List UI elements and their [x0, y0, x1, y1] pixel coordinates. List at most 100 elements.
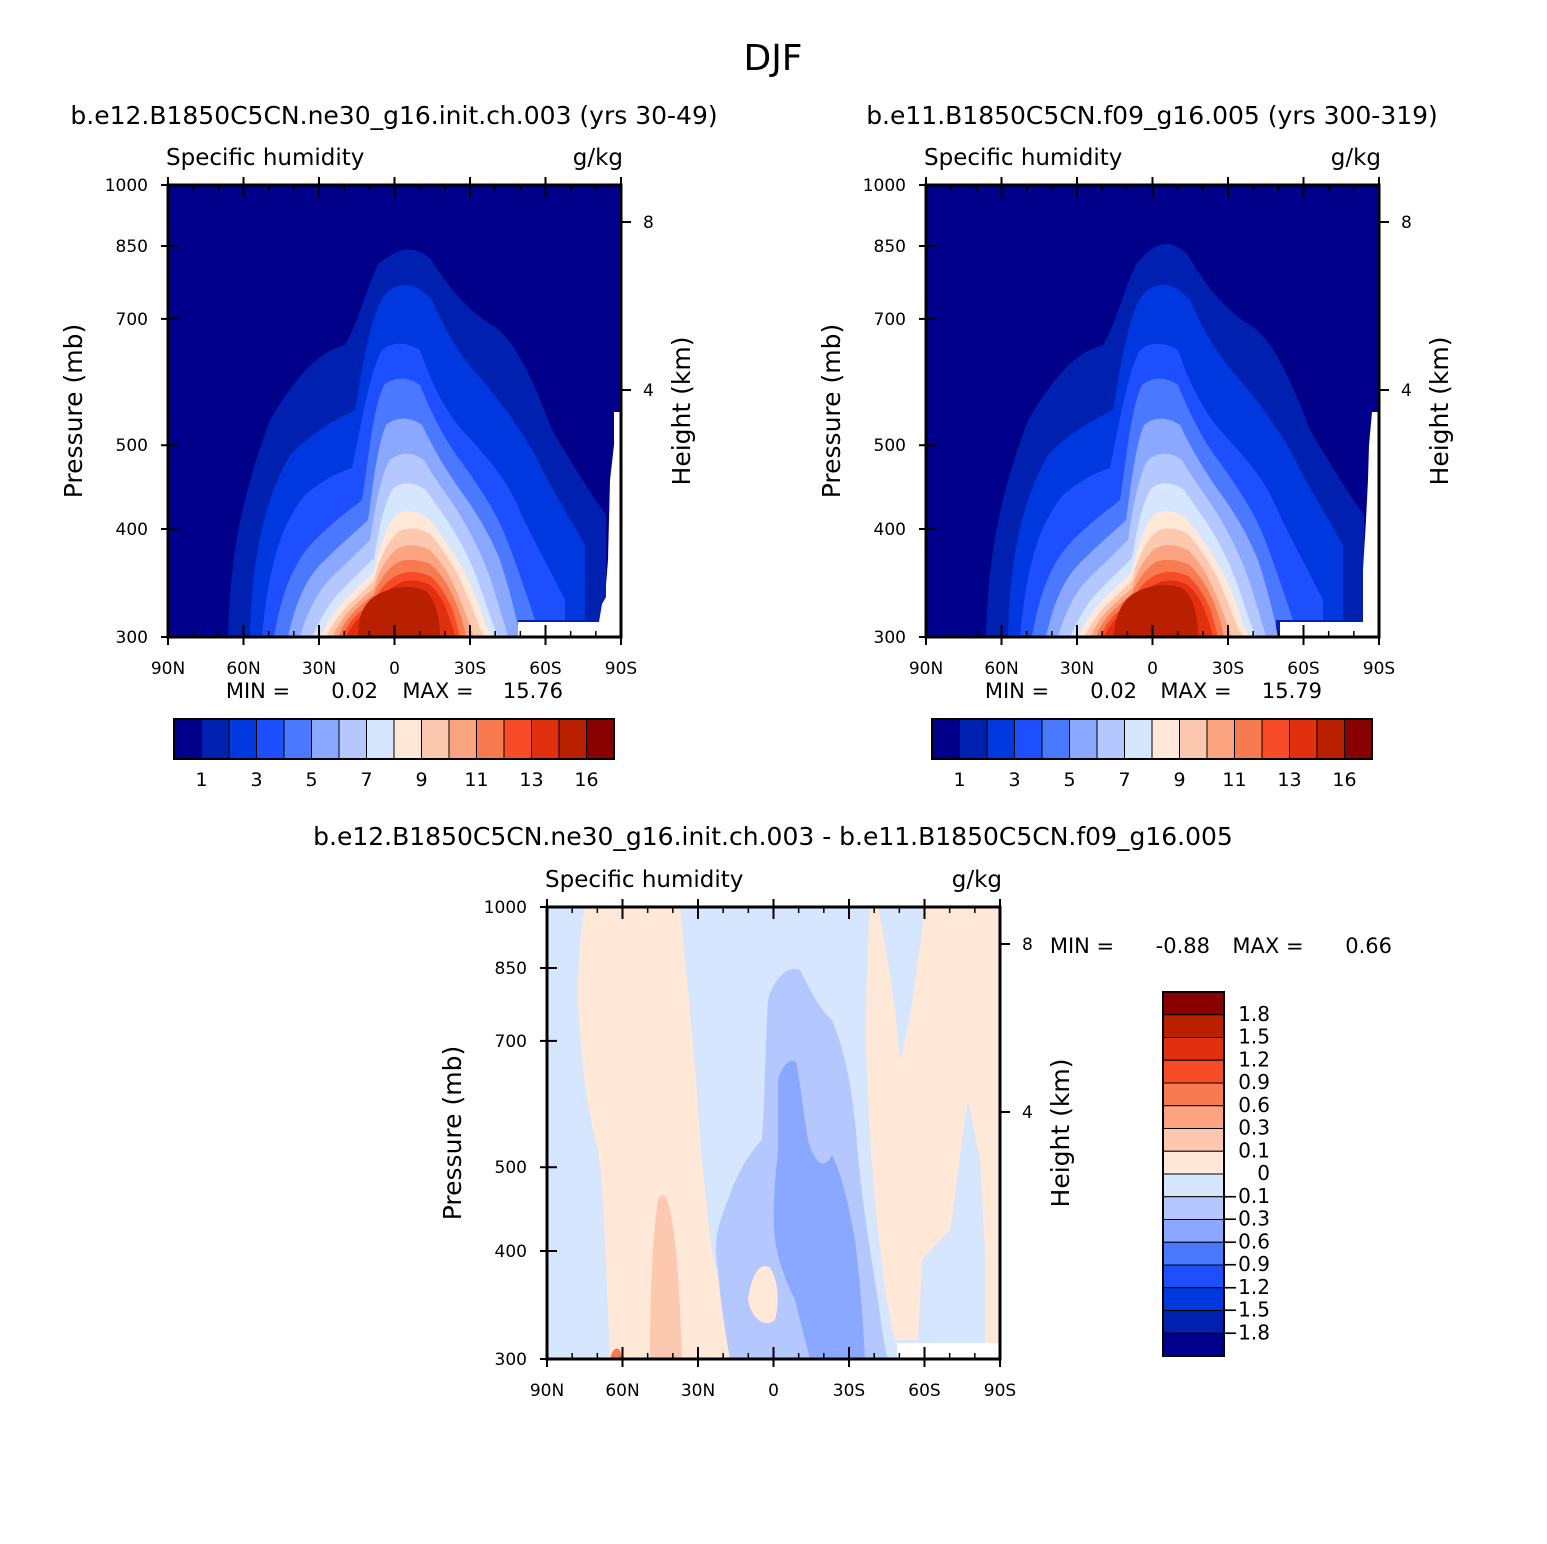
panel-b-title: b.e11.B1850C5CN.f09_g16.005 (yrs 300-319…: [866, 101, 1438, 130]
colorbar-swatch: [366, 718, 395, 760]
x-tick-label: 90S: [605, 659, 637, 679]
panel-b-left-string: Specific humidity: [924, 145, 1122, 171]
x-tick-label: 30N: [302, 659, 336, 679]
colorbar-swatch: [986, 718, 1015, 760]
x-tick-label: 30N: [681, 1381, 715, 1401]
panel-c-axes: 300 400 500 700 850 1000 90N 60N 30N 0 30S 60S 90S 8 4: [484, 898, 1033, 1401]
panel-a-left-string: Specific humidity: [166, 145, 364, 171]
contour-fill-15: [358, 586, 440, 637]
colorbar-swatch: [283, 718, 312, 760]
x-tick-label: 60S: [1287, 659, 1319, 679]
panel-b-colorbar: 1 3 5 7 9 11 13 16: [931, 718, 1373, 791]
colorbar-label: 7: [1118, 769, 1130, 791]
colorbar-label: 0.3: [1238, 1116, 1270, 1140]
panel-b-axes: 300 400 500 700 850 1000 90N 60N 30N 0 30S 60S 90S 8 4: [863, 176, 1412, 679]
y-tick-label: 700: [495, 1032, 527, 1052]
panel-b-contours: [926, 185, 1379, 637]
panel-b-ylabel: Pressure (mb): [817, 324, 846, 498]
colorbar-label: −1.5: [1221, 1298, 1270, 1322]
colorbar-label: 11: [1222, 769, 1246, 791]
colorbar-swatch: [1206, 718, 1235, 760]
colorbar-swatch: [1289, 718, 1318, 760]
colorbar-label: 7: [360, 769, 372, 791]
colorbar-label: 0: [1257, 1161, 1270, 1185]
y-tick-label: 300: [116, 628, 148, 648]
x-tick-label: 30S: [454, 659, 486, 679]
y-tick-label: 850: [874, 237, 906, 257]
colorbar-swatch: [1261, 718, 1290, 760]
x-tick-label: 60N: [984, 659, 1018, 679]
colorbar-swatch: [1162, 1128, 1225, 1152]
colorbar-label: −0.3: [1221, 1207, 1270, 1231]
y-tick-label: 400: [495, 1242, 527, 1262]
y-tick-label: 850: [495, 959, 527, 979]
colorbar-swatch: [931, 718, 960, 760]
diff-fill-pos-streak: [650, 1195, 682, 1359]
page-title: DJF: [743, 38, 802, 79]
colorbar-swatch: [448, 718, 477, 760]
colorbar-label: 3: [250, 769, 262, 791]
panel-a-right-string: g/kg: [573, 145, 623, 171]
colorbar-swatch: [1162, 1105, 1225, 1129]
colorbar-label: 0.9: [1238, 1070, 1270, 1094]
panel-model-a: b.e12.B1850C5CN.ne30_g16.init.ch.003 (yr…: [59, 101, 718, 791]
panel-b-y2label: Height (km): [1425, 337, 1454, 486]
x-tick-label: 60N: [605, 1381, 639, 1401]
y-tick-label: 1000: [863, 176, 906, 196]
panel-a-max-value: 15.76: [503, 679, 563, 703]
colorbar-swatch: [1124, 718, 1153, 760]
panel-a-title: b.e12.B1850C5CN.ne30_g16.init.ch.003 (yr…: [70, 101, 717, 130]
panel-b-max-label: MAX =: [1160, 679, 1231, 703]
colorbar-label: 1.2: [1238, 1047, 1270, 1071]
panel-c-max-label: MAX =: [1232, 934, 1303, 958]
colorbar-label: −1.2: [1221, 1275, 1270, 1299]
panel-c-title: b.e12.B1850C5CN.ne30_g16.init.ch.003 - b…: [313, 822, 1233, 851]
y-tick-label: 1000: [105, 176, 148, 196]
colorbar-label: 1: [953, 769, 965, 791]
y-tick-label: 1000: [484, 898, 527, 918]
colorbar-frame: [173, 718, 615, 760]
colorbar-swatch: [1162, 1219, 1225, 1243]
colorbar-swatch: [256, 718, 285, 760]
panel-c-ylabel: Pressure (mb): [438, 1046, 467, 1220]
diff-fill-neg-tongue: [706, 924, 743, 1100]
missing-data-mask: [1280, 412, 1379, 637]
colorbar-swatch: [503, 718, 532, 760]
x-tick-label: 90S: [984, 1381, 1016, 1401]
colorbar-label: 16: [1332, 769, 1356, 791]
colorbar-label: 3: [1008, 769, 1020, 791]
contour-fill-15: [1114, 584, 1198, 637]
y2-tick-label: 8: [1401, 213, 1412, 233]
panel-a-max-label: MAX =: [402, 679, 473, 703]
colorbar-label: 11: [464, 769, 488, 791]
x-tick-label: 30N: [1060, 659, 1094, 679]
colorbar-swatch: [201, 718, 230, 760]
panel-a-axes: 300 400 500 700 850 1000 90N 60N 30N 0 30S 60S 90S 8 4: [105, 176, 654, 679]
colorbar-label: 0.6: [1238, 1093, 1270, 1117]
colorbar-swatch: [311, 718, 340, 760]
missing-data-mask: [518, 412, 621, 637]
colorbar-swatch: [228, 718, 257, 760]
colorbar-label: 5: [1063, 769, 1075, 791]
panel-c-colorbar: 1.81.51.20.90.60.30.10−0.1−0.3−0.6−0.9−1…: [1162, 991, 1270, 1357]
colorbar-swatch: [1316, 718, 1345, 760]
colorbar-swatch: [1179, 718, 1208, 760]
x-tick-label: 0: [768, 1381, 779, 1401]
colorbar-swatch: [1162, 1150, 1225, 1175]
x-tick-label: 0: [389, 659, 400, 679]
x-tick-label: 30S: [1212, 659, 1244, 679]
colorbar-swatch: [1162, 1287, 1225, 1311]
colorbar-swatch: [421, 718, 450, 760]
y-tick-label: 400: [116, 520, 148, 540]
colorbar-label: 1.5: [1238, 1025, 1270, 1049]
colorbar-swatch: [959, 718, 988, 760]
colorbar-label: 9: [415, 769, 427, 791]
colorbar-label: 1: [195, 769, 207, 791]
diff-fill-neg-06: [773, 1060, 865, 1359]
colorbar-label: −1.8: [1221, 1320, 1270, 1344]
colorbar-label: −0.6: [1221, 1229, 1270, 1253]
diff-fill-pos-spot: [748, 1266, 778, 1324]
diff-fill-pos-sfc: [610, 1348, 622, 1359]
panel-a-ylabel: Pressure (mb): [59, 324, 88, 498]
